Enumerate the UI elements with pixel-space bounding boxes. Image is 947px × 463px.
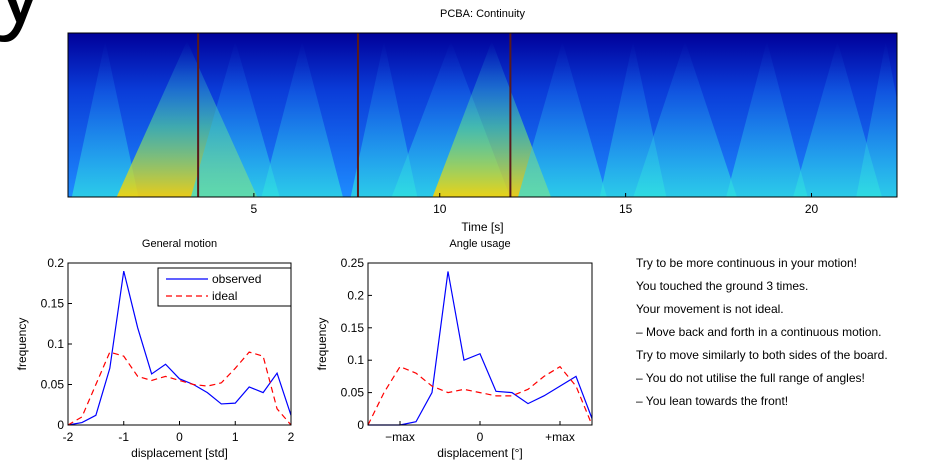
legend-label: ideal (212, 289, 237, 303)
heatmap-texture (432, 41, 551, 197)
plot-lines (67, 270, 292, 426)
heatmap-texture (793, 41, 882, 197)
data-line (67, 351, 292, 426)
heatmap-texture (190, 41, 280, 197)
heatmap-texture (726, 41, 808, 197)
x-tick-label: 2 (288, 430, 295, 444)
message: You touched the ground 3 times. (636, 279, 809, 293)
y-tick-label: 0.15 (341, 321, 365, 335)
heatmap-texture (856, 41, 897, 197)
x-axis-label: displacement [°] (437, 446, 523, 460)
y-tick-label: 0.1 (347, 353, 364, 367)
legend-label: observed (212, 272, 261, 286)
x-tick-label: +max (545, 430, 575, 444)
message: – You lean towards the front! (636, 394, 789, 408)
cut-off-letter: y (0, 0, 44, 43)
y-tick-label: 0 (357, 418, 364, 432)
feedback-messages: Try to be more continuous in your motion… (636, 252, 888, 413)
data-line (67, 270, 292, 426)
message: Try to move similarly to both sides of t… (636, 348, 888, 362)
y-tick-label: 0.1 (47, 337, 64, 351)
chart-title: PCBA: Continuity (440, 8, 525, 20)
x-tick-label: 1 (232, 430, 239, 444)
message: – You do not utilise the full range of a… (636, 371, 865, 385)
y-axis-label: frequency (315, 318, 329, 371)
heatmap-texture (633, 41, 737, 197)
data-line (367, 365, 593, 426)
y-axis-label: frequency (15, 318, 29, 371)
heatmap-texture (261, 41, 343, 197)
chart-title: Angle usage (449, 238, 510, 250)
y-tick-label: 0.2 (47, 256, 64, 270)
message: Your movement is not ideal. (636, 302, 784, 316)
heatmap-texture (71, 41, 139, 197)
y-tick-label: 0.05 (41, 378, 65, 392)
x-tick-label: 20 (805, 202, 819, 216)
y-tick-label: 0.2 (347, 288, 364, 302)
x-axis-label: Time [s] (461, 220, 503, 234)
message: – Move back and forth in a continuous mo… (636, 325, 882, 339)
y-tick-label: 0 (57, 418, 64, 432)
y-tick-label: 0.15 (41, 297, 65, 311)
data-line (368, 271, 593, 426)
axes-frame (67, 32, 898, 198)
x-axis-label: displacement [std] (131, 446, 228, 460)
heatmap-texture (518, 41, 607, 197)
heatmap-texture (350, 41, 418, 197)
plot-lines (367, 271, 593, 426)
x-tick-label: 10 (433, 202, 447, 216)
x-tick-label: 15 (619, 202, 633, 216)
axes-frame (367, 262, 593, 426)
y-tick-label: 0.25 (341, 256, 365, 270)
legend-box (157, 267, 292, 307)
heatmap-image (68, 33, 897, 197)
x-tick-label: -1 (118, 430, 129, 444)
x-tick-label: 5 (251, 202, 258, 216)
axes-frame (67, 262, 292, 426)
x-tick-label: 0 (477, 430, 484, 444)
x-tick-label: −max (385, 430, 415, 444)
y-tick-label: 0.05 (341, 386, 365, 400)
message: Try to be more continuous in your motion… (636, 256, 857, 270)
x-tick-label: -2 (63, 430, 74, 444)
chart-title: General motion (142, 238, 217, 250)
x-tick-label: 0 (176, 430, 183, 444)
